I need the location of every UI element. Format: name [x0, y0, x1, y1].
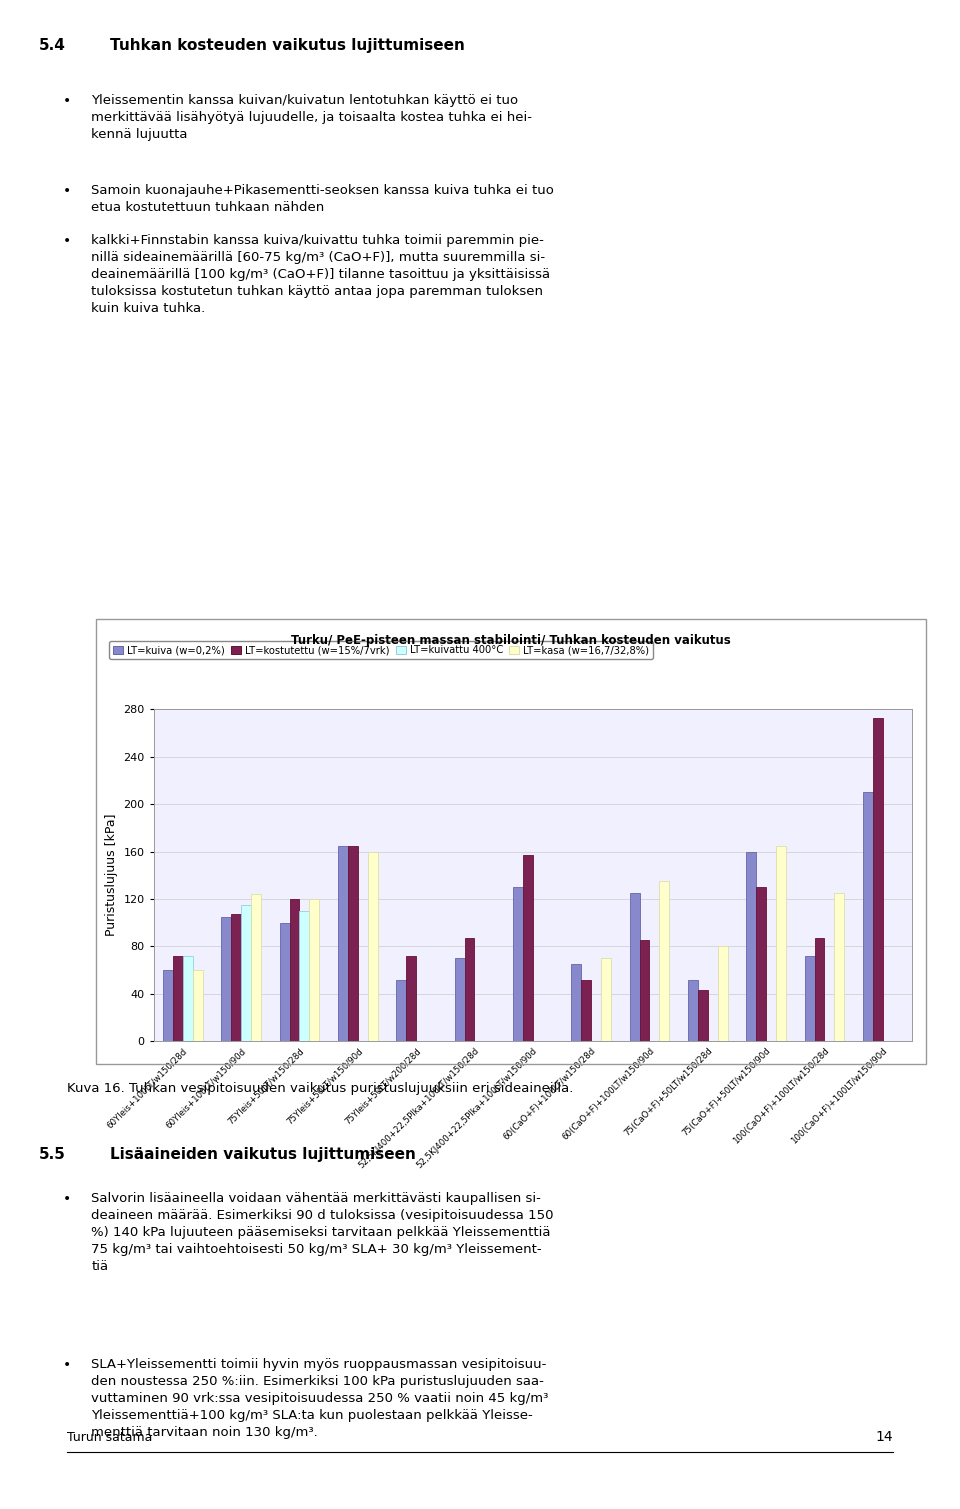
Text: 5.4: 5.4 — [38, 38, 65, 53]
Text: Lisäaineiden vaikutus lujittumiseen: Lisäaineiden vaikutus lujittumiseen — [110, 1147, 417, 1162]
Bar — [513, 887, 523, 1041]
Text: •: • — [62, 1192, 71, 1206]
Bar — [873, 717, 883, 1041]
Text: Tuhkan kosteuden vaikutus lujittumiseen: Tuhkan kosteuden vaikutus lujittumiseen — [110, 38, 466, 53]
Bar — [396, 979, 406, 1041]
Legend: LT=kuiva (w=0,2%), LT=kostutettu (w=15%/7vrk), LT=kuivattu 400°C, LT=kasa (w=16,: LT=kuiva (w=0,2%), LT=kostutettu (w=15%/… — [109, 641, 653, 659]
Bar — [698, 990, 708, 1041]
Text: SLA+Yleissementti toimii hyvin myös ruoppausmassan vesipitoisuu-
den noustessa 2: SLA+Yleissementti toimii hyvin myös ruop… — [91, 1358, 548, 1440]
Bar — [279, 922, 290, 1041]
Bar — [660, 881, 669, 1041]
Text: 5.5: 5.5 — [38, 1147, 65, 1162]
Text: Yleissementin kanssa kuivan/kuivatun lentotuhkan käyttö ei tuo
merkittävää lisäh: Yleissementin kanssa kuivan/kuivatun len… — [91, 94, 532, 140]
Bar — [221, 916, 231, 1041]
Bar — [688, 979, 698, 1041]
Text: •: • — [62, 94, 71, 107]
Bar — [163, 970, 173, 1041]
Bar — [231, 914, 241, 1041]
Y-axis label: Puristuslujuus [kPa]: Puristuslujuus [kPa] — [105, 813, 118, 937]
Bar — [455, 958, 465, 1041]
Bar — [290, 899, 300, 1041]
Bar — [601, 958, 611, 1041]
Bar — [182, 955, 193, 1041]
Bar — [338, 845, 348, 1041]
Bar — [804, 955, 815, 1041]
Text: Samoin kuonajauhe+Pikasementti-seoksen kanssa kuiva tuhka ei tuo
etua kostutettu: Samoin kuonajauhe+Pikasementti-seoksen k… — [91, 184, 554, 214]
Bar — [523, 856, 533, 1041]
Bar — [863, 792, 873, 1041]
Bar — [815, 939, 825, 1041]
Bar — [718, 946, 728, 1041]
Text: •: • — [62, 184, 71, 198]
Bar — [756, 887, 766, 1041]
Text: Turun satama: Turun satama — [67, 1431, 153, 1444]
Bar — [193, 970, 203, 1041]
Text: •: • — [62, 1358, 71, 1372]
Bar — [465, 939, 474, 1041]
Bar — [300, 911, 309, 1041]
Bar — [630, 893, 639, 1041]
Text: •: • — [62, 234, 71, 247]
Bar — [406, 955, 416, 1041]
Text: kalkki+Finnstabin kanssa kuiva/kuivattu tuhka toimii paremmin pie-
nillä sideain: kalkki+Finnstabin kanssa kuiva/kuivattu … — [91, 234, 550, 315]
Text: Salvorin lisäaineella voidaan vähentää merkittävästi kaupallisen si-
deaineen mä: Salvorin lisäaineella voidaan vähentää m… — [91, 1192, 554, 1274]
Bar — [241, 905, 251, 1041]
Bar — [639, 940, 650, 1041]
Bar — [834, 893, 845, 1041]
Text: Turku/ PeE-pisteen massan stabilointi/ Tuhkan kosteuden vaikutus: Turku/ PeE-pisteen massan stabilointi/ T… — [291, 634, 732, 647]
Bar — [368, 851, 377, 1041]
Text: Kuva 16. Tuhkan vesipitoisuuden vaikutus puristuslujuuksiin eri sideaineilla.: Kuva 16. Tuhkan vesipitoisuuden vaikutus… — [67, 1082, 573, 1096]
Bar — [251, 895, 261, 1041]
Bar — [746, 851, 756, 1041]
Bar — [309, 899, 320, 1041]
Bar — [776, 845, 786, 1041]
Bar — [348, 845, 358, 1041]
Bar — [581, 979, 591, 1041]
Text: 14: 14 — [876, 1431, 893, 1444]
Bar — [173, 955, 182, 1041]
Bar — [571, 964, 581, 1041]
